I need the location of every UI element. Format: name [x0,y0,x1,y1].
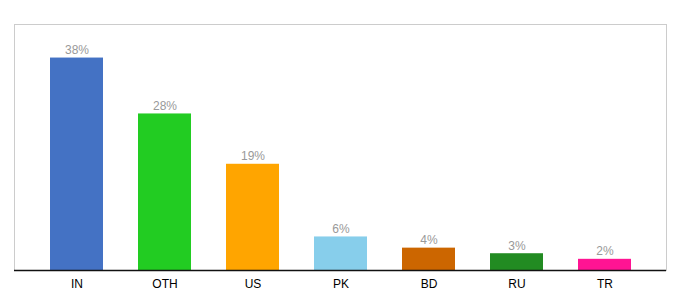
svg-text:RU: RU [508,277,525,291]
svg-text:OTH: OTH [152,277,177,291]
svg-text:2%: 2% [596,244,614,258]
svg-text:4%: 4% [420,233,438,247]
svg-text:BD: BD [421,277,438,291]
svg-text:28%: 28% [153,99,177,113]
svg-text:19%: 19% [241,149,265,163]
svg-text:TR: TR [597,277,613,291]
svg-text:US: US [245,277,262,291]
svg-text:PK: PK [333,277,349,291]
svg-text:38%: 38% [65,43,89,57]
svg-text:IN: IN [71,277,83,291]
svg-text:3%: 3% [508,239,526,253]
svg-text:6%: 6% [332,222,350,236]
